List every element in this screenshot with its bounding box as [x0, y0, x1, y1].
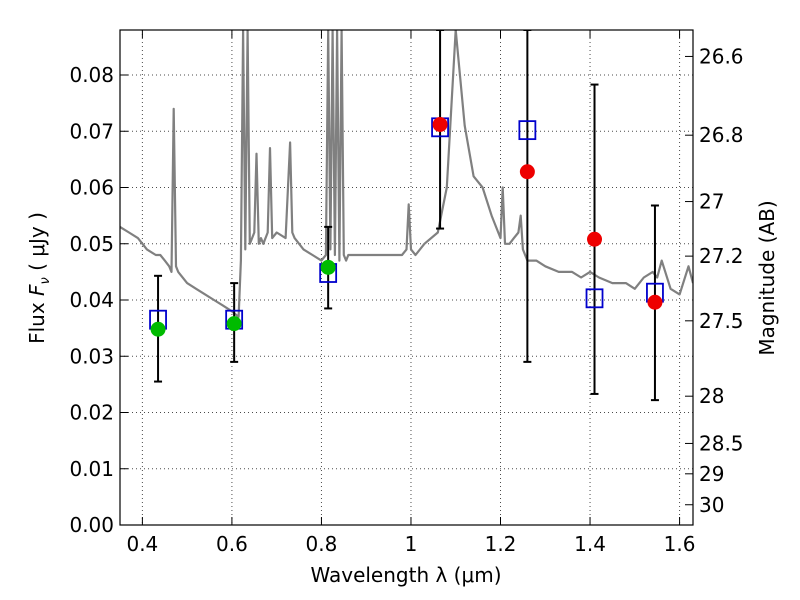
spectrum-line [120, 30, 693, 318]
y-tick-label: 0.04 [69, 288, 114, 312]
right-axis-label: Magnitude (AB) [755, 200, 779, 355]
model-point [585, 288, 604, 309]
y-tick-label: 0.06 [69, 176, 114, 200]
y-axis-label-subscript: ν [38, 277, 53, 284]
right-tick-label: 27 [699, 190, 724, 214]
y-tick-label: 0.07 [69, 119, 114, 143]
y-tick-label: 0.02 [69, 401, 114, 425]
observed-point [519, 164, 535, 180]
plot-frame [119, 29, 694, 526]
right-tick-label: 27.2 [699, 244, 744, 268]
right-tick-label: 26.6 [699, 44, 744, 68]
x-tick-label: 1.4 [574, 532, 606, 556]
right-tick-label: 28.5 [699, 431, 744, 455]
observed-point [226, 316, 242, 332]
right-tick-label: 30 [699, 493, 724, 517]
x-tick-label: 0.4 [126, 532, 158, 556]
y-axis-label: Flux Fν ( μJy ) [25, 212, 53, 344]
right-tick-label: 26.8 [699, 123, 744, 147]
right-tick-label: 29 [699, 462, 724, 486]
y-tick-label: 0.08 [69, 63, 114, 87]
grid [120, 30, 693, 526]
y-tick-label: 0.05 [69, 232, 114, 256]
y-tick-label: 0.03 [69, 344, 114, 368]
observed-point [432, 117, 448, 132]
observed-point [587, 231, 603, 247]
observed-point [647, 294, 663, 310]
plot-area [120, 30, 693, 402]
y-axis-label-unit: ( μJy ) [25, 212, 49, 277]
x-axis-label: Wavelength λ (μm) [310, 563, 501, 587]
observed-point [150, 321, 166, 337]
x-tick-label: 1.6 [664, 532, 696, 556]
model-point [518, 120, 537, 141]
ticks: 0.4 0.6 0.8 1 1.2 1.4 1.6 0.00 0.01 0.02 0.03 0.04 0… [69, 30, 744, 556]
y-axis-label-text: Flux [25, 296, 49, 344]
y-tick-label: 0.01 [69, 457, 114, 481]
y-axis-label-symbol: F [25, 284, 49, 296]
x-tick-label: 1 [405, 532, 418, 556]
x-tick-label: 0.6 [216, 532, 248, 556]
observed-point [320, 259, 336, 275]
y-tick-label: 0.00 [69, 513, 114, 537]
x-tick-label: 1.2 [485, 532, 517, 556]
right-tick-label: 28 [699, 384, 724, 408]
right-tick-label: 27.5 [699, 309, 744, 333]
x-tick-label: 0.8 [306, 532, 338, 556]
